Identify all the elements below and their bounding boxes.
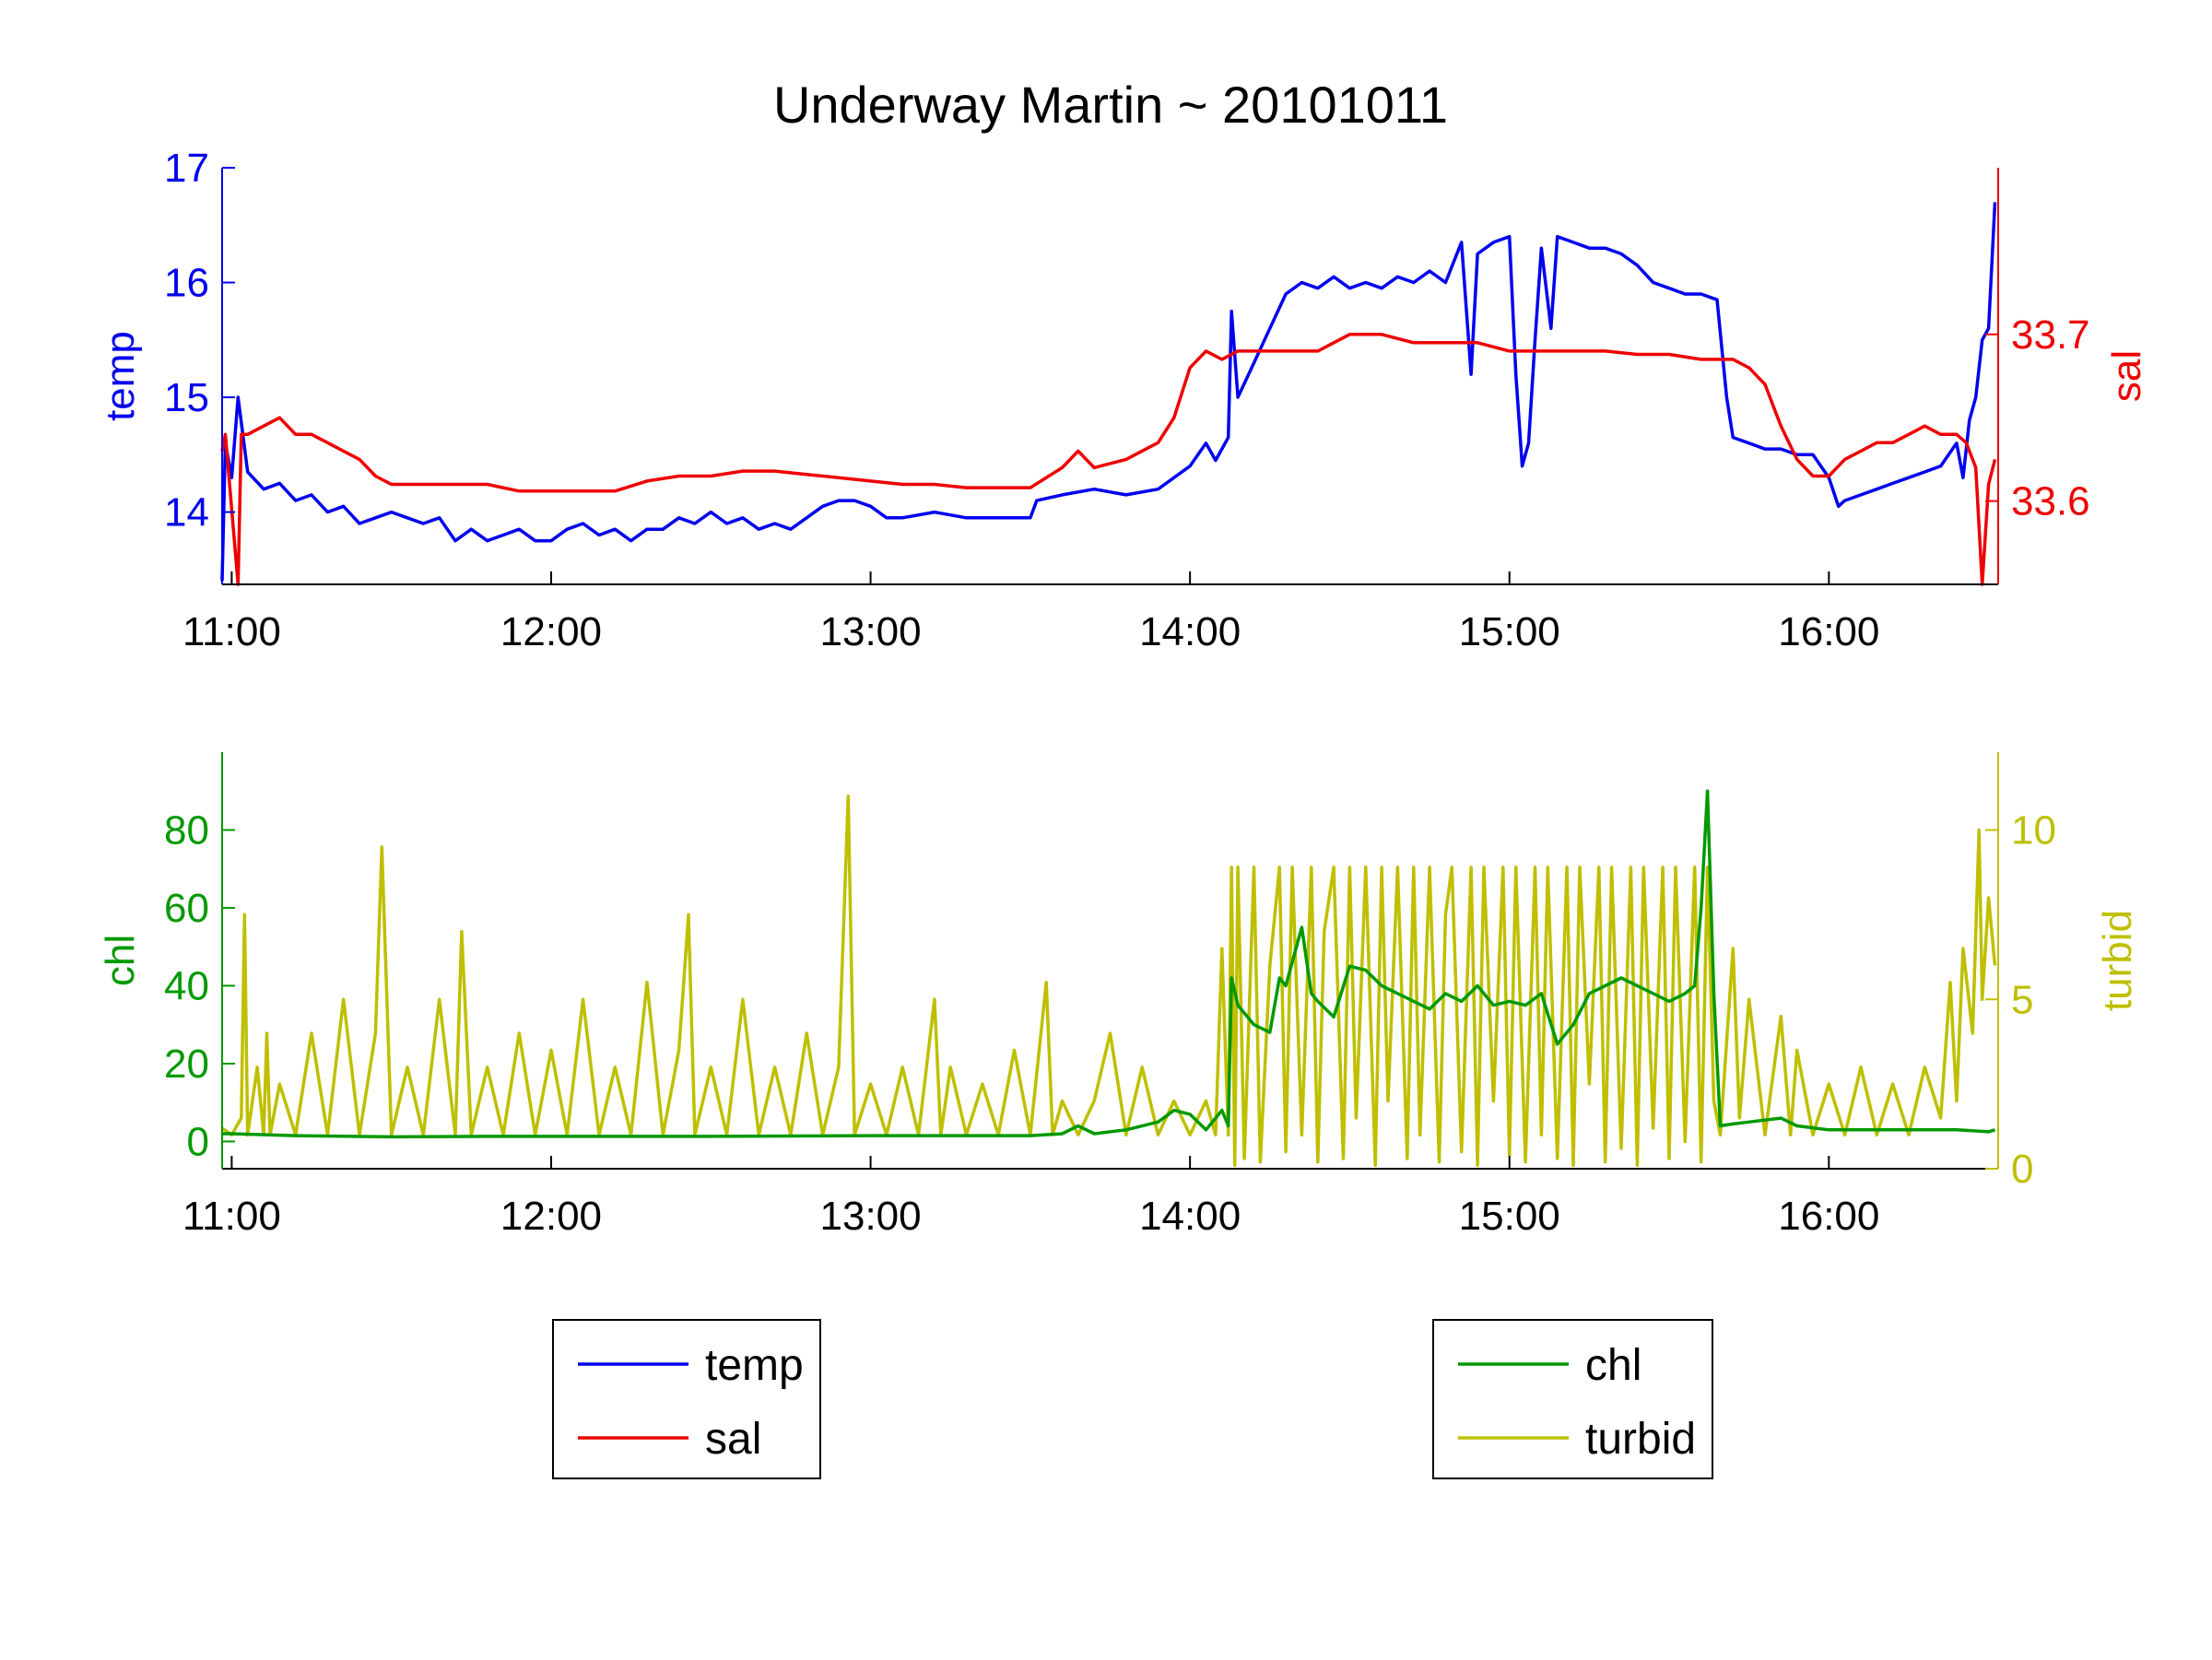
y-right-axis-label: sal bbox=[2104, 350, 2149, 402]
y-left-tick-label: 17 bbox=[164, 146, 209, 191]
y-right-tick-label: 33.6 bbox=[2011, 479, 2090, 524]
y-right-tick-label: 5 bbox=[2011, 977, 2033, 1022]
x-tick-label: 12:00 bbox=[500, 1194, 602, 1239]
x-tick-label: 16:00 bbox=[1778, 1194, 1879, 1239]
y-left-tick-label: 60 bbox=[164, 886, 209, 931]
y-right-tick-label: 0 bbox=[2011, 1147, 2033, 1192]
y-right-tick-label: 33.7 bbox=[2011, 312, 2090, 358]
legend-box bbox=[552, 1319, 821, 1479]
x-tick-label: 14:00 bbox=[1139, 609, 1241, 654]
x-tick-label: 13:00 bbox=[820, 609, 922, 654]
legend-label-chl: chl bbox=[1585, 1341, 1641, 1390]
legend-label-sal: sal bbox=[705, 1415, 761, 1464]
y-left-tick-label: 40 bbox=[164, 963, 209, 1008]
y-left-tick-label: 15 bbox=[164, 375, 209, 420]
y-right-axis-label: turbid bbox=[2095, 910, 2140, 1011]
legend-temp-sal: temp sal bbox=[552, 1319, 821, 1479]
y-left-tick-label: 20 bbox=[164, 1042, 209, 1087]
chart-title: Underway Martin ~ 20101011 bbox=[773, 76, 1448, 134]
series-line-chl bbox=[222, 789, 1996, 1139]
y-left-tick-label: 16 bbox=[164, 261, 209, 306]
legend-label-temp: temp bbox=[705, 1341, 804, 1390]
top-panel: 11:00 12:00 13:00 14:00 15:00 16:00 14 15 16 17 33… bbox=[98, 146, 2149, 654]
x-tick-label: 14:00 bbox=[1139, 1194, 1241, 1239]
legend-box bbox=[1432, 1319, 1713, 1479]
x-tick-label: 15:00 bbox=[1459, 609, 1560, 654]
y-left-tick-label: 80 bbox=[164, 807, 209, 853]
y-left-tick-label: 0 bbox=[187, 1119, 209, 1164]
x-tick-label: 12:00 bbox=[500, 609, 602, 654]
x-tick-label: 11:00 bbox=[182, 609, 281, 654]
x-tick-label: 11:00 bbox=[182, 1194, 281, 1239]
x-tick-label: 13:00 bbox=[820, 1194, 922, 1239]
x-tick-label: 15:00 bbox=[1459, 1194, 1560, 1239]
y-left-axis-label: chl bbox=[98, 935, 143, 986]
series-line-temp bbox=[220, 202, 1997, 582]
x-tick-label: 16:00 bbox=[1778, 609, 1879, 654]
series-line-turbid bbox=[220, 795, 1997, 1168]
bottom-panel: 11:00 12:00 13:00 14:00 15:00 16:00 0 20 40 60 80 0… bbox=[98, 752, 2140, 1239]
series-line-sal bbox=[220, 333, 1997, 586]
legend-chl-turbid: chl turbid bbox=[1432, 1319, 1713, 1479]
y-right-tick-label: 10 bbox=[2011, 808, 2056, 854]
y-left-tick-label: 14 bbox=[164, 490, 209, 536]
legend-label-turbid: turbid bbox=[1585, 1415, 1696, 1464]
y-left-axis-label: temp bbox=[98, 331, 143, 421]
